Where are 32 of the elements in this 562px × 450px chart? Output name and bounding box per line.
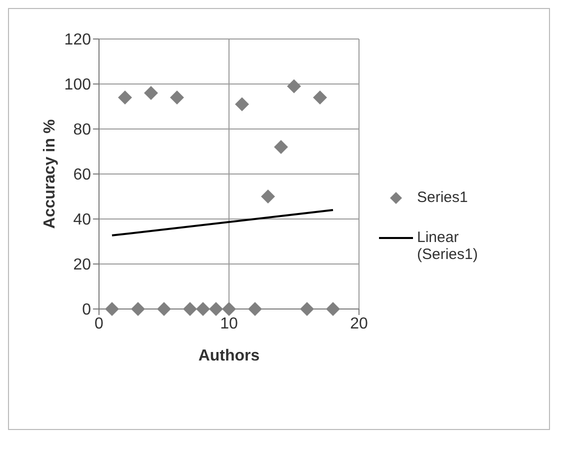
point (105, 302, 119, 316)
y-tick-label: 100 (64, 76, 92, 94)
legend-label: Linear (Series1) (417, 229, 479, 263)
point (144, 86, 158, 100)
y-tick-label: 80 (73, 122, 92, 139)
point (274, 140, 288, 154)
point (261, 190, 275, 204)
point (118, 90, 132, 104)
point (170, 90, 184, 104)
point (183, 302, 197, 316)
point (326, 302, 340, 316)
y-tick-label: 0 (82, 302, 92, 319)
x-axis-title: Authors (198, 347, 260, 364)
point (248, 302, 262, 316)
legend-label: Series1 (417, 189, 469, 206)
y-tick-label: 120 (64, 32, 92, 49)
y-tick-label: 40 (73, 212, 92, 229)
point (300, 302, 314, 316)
x-tick-label: 10 (220, 315, 238, 332)
y-tick-label: 60 (73, 166, 92, 184)
point (157, 302, 171, 316)
x-tick-label: 20 (350, 315, 368, 332)
point (235, 97, 249, 112)
point (222, 302, 236, 316)
y-tick-label: 20 (73, 256, 92, 274)
point (196, 302, 210, 316)
point (287, 79, 301, 94)
point (313, 90, 327, 104)
point (131, 302, 145, 316)
point (209, 302, 223, 316)
y-axis-title: Accuracy in % (42, 119, 59, 229)
x-tick-label: 0 (94, 315, 104, 332)
